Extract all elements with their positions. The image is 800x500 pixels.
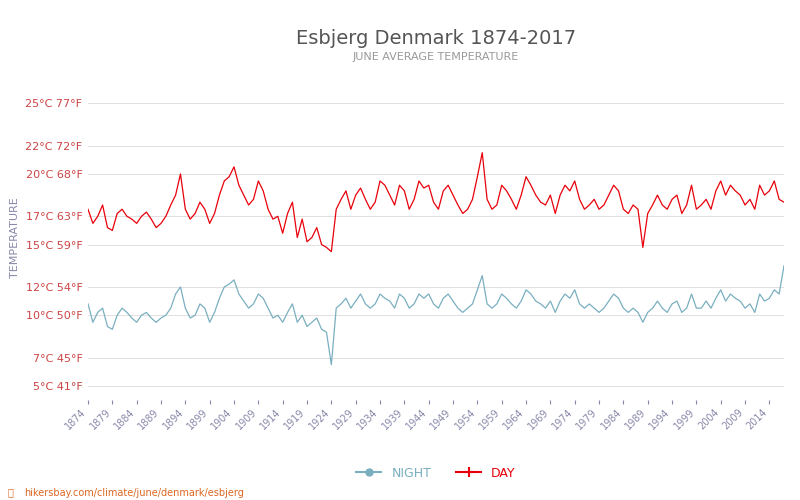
Text: hikersbay.com/climate/june/denmark/esbjerg: hikersbay.com/climate/june/denmark/esbje… (24, 488, 244, 498)
Text: ⭐: ⭐ (8, 488, 14, 498)
Y-axis label: TEMPERATURE: TEMPERATURE (10, 197, 20, 278)
Legend: NIGHT, DAY: NIGHT, DAY (351, 462, 521, 484)
Title: Esbjerg Denmark 1874-2017: Esbjerg Denmark 1874-2017 (296, 30, 576, 48)
Text: JUNE AVERAGE TEMPERATURE: JUNE AVERAGE TEMPERATURE (353, 52, 519, 62)
